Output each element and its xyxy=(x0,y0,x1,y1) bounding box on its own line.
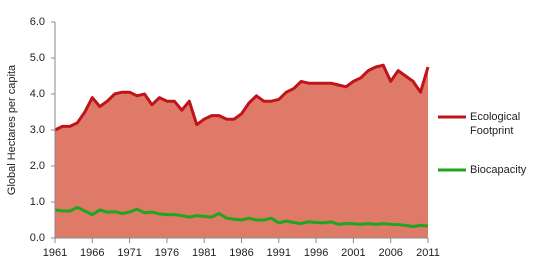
legend-label: Ecological Footprint xyxy=(470,111,520,137)
y-tick-label: 5.0 xyxy=(30,52,45,64)
y-axis-label: Global Hectares per capita xyxy=(6,64,18,195)
x-tick-label: 2011 xyxy=(416,247,440,259)
y-tick-label: 3.0 xyxy=(30,124,45,136)
y-tick-label: 0.0 xyxy=(30,232,45,244)
legend-label: Biocapacity xyxy=(470,164,527,176)
line xyxy=(54,205,429,228)
y-tick-label: 1.0 xyxy=(30,196,45,208)
x-tick-label: 1996 xyxy=(304,247,328,259)
line xyxy=(54,63,430,132)
x-tick-label: 2001 xyxy=(341,247,365,259)
x-tick-label: 1966 xyxy=(80,247,104,259)
x-tick-label: 1981 xyxy=(192,247,216,259)
x-tick-label: 1971 xyxy=(117,247,141,259)
y-tick-label: 2.0 xyxy=(30,160,45,172)
x-tick-label: 1986 xyxy=(229,247,253,259)
y-tick-label: 4.0 xyxy=(30,88,45,100)
area xyxy=(55,65,428,238)
y-tick-label: 6.0 xyxy=(30,16,45,28)
x-tick-label: 2006 xyxy=(378,247,402,259)
x-tick-label: 1976 xyxy=(155,247,179,259)
x-tick-label: 1961 xyxy=(43,247,67,259)
x-tick-label: 1991 xyxy=(267,247,291,259)
